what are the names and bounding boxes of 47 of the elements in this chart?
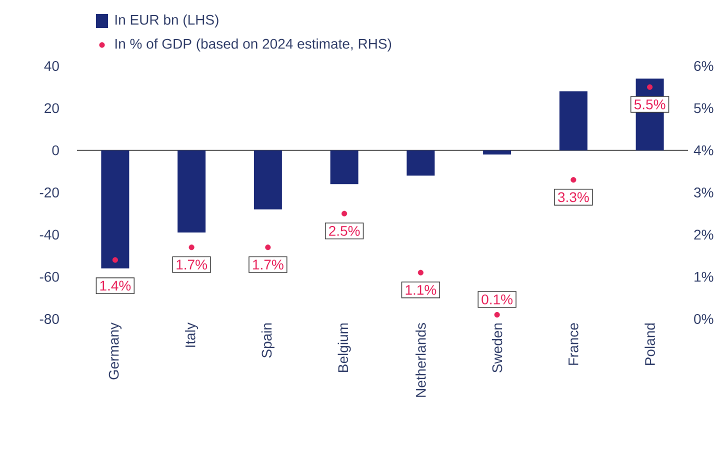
- data-label: 2.5%: [329, 226, 360, 236]
- y2-tick-label: 5%: [694, 103, 714, 114]
- data-label: 1.7%: [176, 260, 208, 270]
- point: [342, 210, 348, 216]
- x-tick-label: Germany: [108, 322, 122, 380]
- y2-tick-label: 4%: [694, 145, 714, 156]
- bar: [406, 150, 435, 176]
- y-tick-label: -80: [40, 314, 59, 324]
- data-label: 5.5%: [634, 99, 666, 110]
- point: [570, 177, 576, 183]
- y2-tick-label: 2%: [694, 230, 714, 240]
- x-tick-label: Sweden: [492, 323, 502, 372]
- x-tick-label: Belgium: [338, 323, 351, 372]
- y2-tick-label: 3%: [694, 188, 714, 198]
- x-tick-label: Italy: [185, 322, 198, 347]
- y-tick-label: -20: [40, 188, 59, 198]
- point: [418, 270, 424, 276]
- bar: [559, 91, 588, 150]
- x-tick-label: France: [568, 323, 578, 365]
- y-tick-label: 20: [44, 103, 59, 114]
- y-tick-label: -40: [40, 230, 59, 240]
- y2-tick-label: 6%: [694, 61, 714, 71]
- y-tick-label: 0: [52, 145, 59, 156]
- y2-tick-label: 1%: [694, 272, 714, 282]
- point: [112, 257, 118, 263]
- legend-label: In % of GDP (based on 2024 estimate, RHS): [116, 38, 392, 52]
- point: [647, 84, 653, 90]
- x-tick-label: Poland: [644, 323, 655, 365]
- point: [188, 244, 194, 250]
- y2-tick-label: 0%: [694, 314, 714, 324]
- bar: [254, 150, 282, 210]
- data-label: 1.7%: [253, 260, 284, 270]
- y-tick-label: -60: [40, 272, 59, 282]
- bar: [101, 150, 130, 268]
- data-label: 3.3%: [558, 192, 589, 202]
- data-label: 1.1%: [406, 285, 436, 295]
- x-tick-label: Netherlands: [416, 323, 426, 397]
- bar: [178, 150, 206, 233]
- point: [494, 312, 500, 318]
- data-label: 1.4%: [100, 280, 131, 291]
- x-tick-label: Spain: [261, 323, 274, 358]
- y-tick-label: 40: [44, 61, 59, 71]
- point: [265, 244, 271, 250]
- bar: [330, 150, 358, 184]
- bar: [483, 150, 512, 155]
- data-label: 0.1%: [482, 294, 513, 304]
- legend-label: In EUR bn (LHS): [116, 14, 218, 28]
